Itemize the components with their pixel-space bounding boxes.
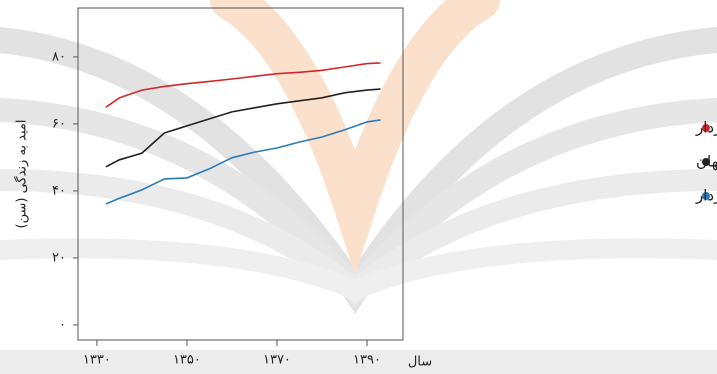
legend-label: نواحی برخوردار	[695, 119, 717, 137]
x-tick-label: ۱۳۹۰	[353, 353, 381, 368]
y-axis-label: امید به زندگی (سن)	[14, 120, 30, 229]
x-axis-label: سال	[408, 355, 432, 370]
x-tick-label: ۱۳۵۰	[173, 353, 201, 368]
x-tick-label: ۱۳۳۰	[83, 353, 111, 368]
background-decoration	[0, 0, 717, 374]
legend-label: جهان	[696, 153, 717, 171]
y-tick-label: ۸۰	[52, 49, 66, 64]
y-tick-label: ۴۰	[52, 183, 66, 198]
y-tick-label: ۶۰	[52, 116, 66, 131]
legend-label: نواحی کم برخوردار	[695, 187, 717, 205]
chart: امید به زندگی (سن) سال ۰ ۲۰ ۴۰ ۶۰ ۸۰ ۱۳۳۰ ۱۳۵۰…	[0, 0, 717, 374]
y-tick-label: ۰	[59, 317, 66, 332]
y-tick-label: ۲۰	[52, 250, 66, 265]
x-tick-label: ۱۳۷۰	[263, 353, 291, 368]
